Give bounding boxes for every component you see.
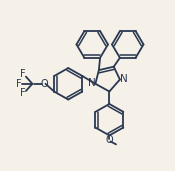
Text: F: F [16,79,22,89]
Text: F: F [20,69,26,79]
Text: N: N [88,78,95,88]
Text: F: F [20,88,26,98]
Text: O: O [40,79,48,89]
Text: N: N [120,74,128,84]
Text: O: O [106,135,113,145]
